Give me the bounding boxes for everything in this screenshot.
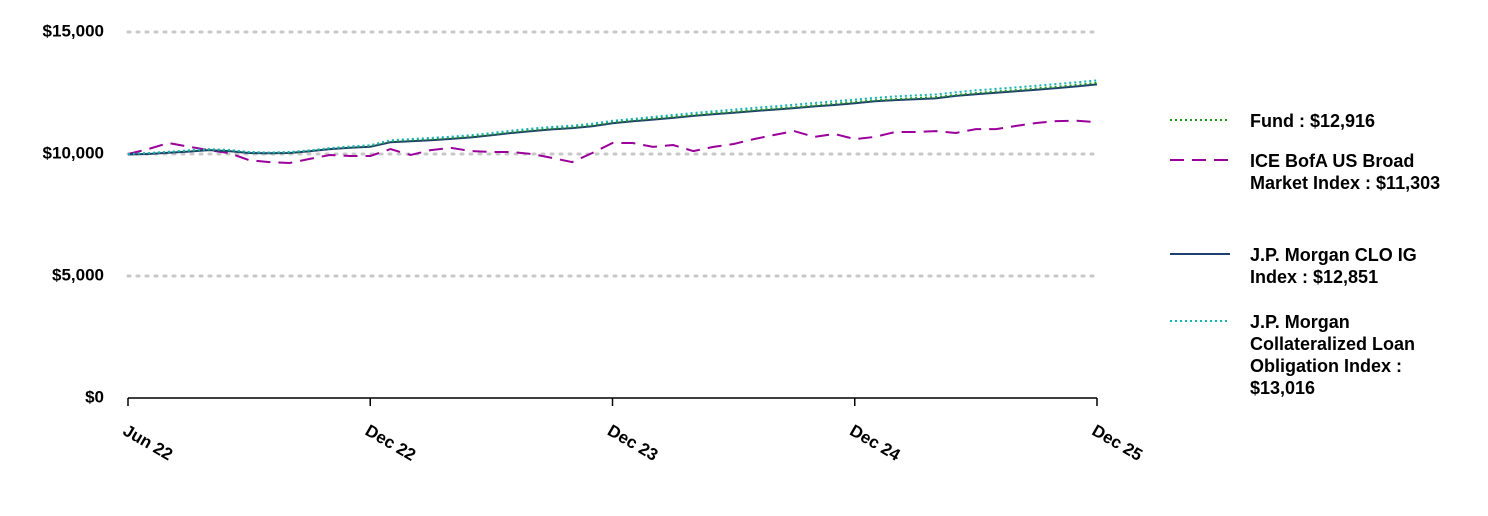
legend-label: J.P. Morgan CLO IG Index : $12,851 [1250, 245, 1417, 287]
x-tick-label: Dec 22 [362, 421, 419, 465]
legend-label: ICE BofA US Broad Market Index : $11,303 [1250, 151, 1441, 193]
x-tick-label: Jun 22 [120, 421, 176, 464]
legend-swatch [1170, 253, 1230, 255]
y-tick-label: $0 [85, 387, 104, 406]
y-tick-label: $5,000 [52, 265, 104, 284]
legend-swatch [1170, 119, 1230, 121]
legend-label: J.P. Morgan Collateralized Loan Obligati… [1250, 312, 1416, 398]
series-line [127, 119, 1098, 165]
legend-item: ICE BofA US Broad Market Index : $11,303 [1168, 150, 1468, 194]
x-tick-label: Dec 24 [847, 421, 904, 465]
legend-item: J.P. Morgan CLO IG Index : $12,851 [1168, 244, 1468, 288]
legend-swatch [1170, 320, 1230, 322]
series-line [127, 79, 1098, 155]
x-tick-label: Dec 23 [604, 421, 661, 465]
legend-swatch [1170, 159, 1230, 161]
y-tick-label: $15,000 [43, 21, 104, 40]
legend-label: Fund : $12,916 [1250, 111, 1376, 131]
y-tick-label: $10,000 [43, 143, 104, 162]
legend-item: J.P. Morgan Collateralized Loan Obligati… [1168, 311, 1468, 399]
x-tick-label: Dec 25 [1089, 421, 1146, 465]
legend-item: Fund : $12,916 [1168, 110, 1468, 132]
